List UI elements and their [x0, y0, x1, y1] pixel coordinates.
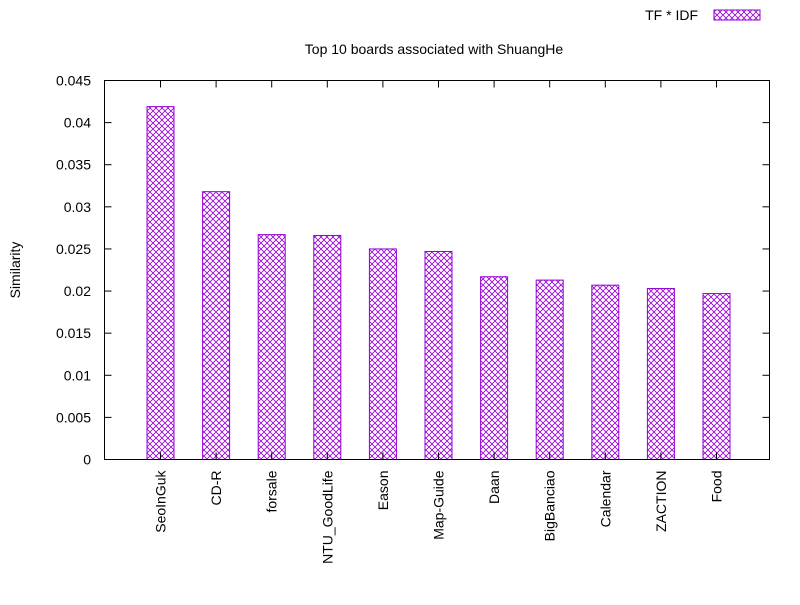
plot-frame: [104, 80, 770, 460]
x-tick-label: NTU_GoodLife: [319, 470, 335, 564]
x-tick-label: SeoInGuk: [153, 470, 169, 533]
y-tick-label: 0.03: [64, 199, 91, 215]
y-tick-label: 0.02: [64, 283, 91, 299]
bar: [313, 234, 342, 460]
bar: [146, 106, 175, 460]
y-tick-label: 0.045: [56, 73, 91, 89]
bars: [146, 106, 731, 461]
x-tick-label: Daan: [486, 471, 502, 504]
y-tick-label: 0.035: [56, 157, 91, 173]
y-tick-label: 0.005: [56, 409, 91, 425]
y-tick-label: 0.01: [64, 367, 91, 383]
bar: [368, 248, 397, 460]
x-tick-label: ZACTION: [653, 471, 669, 532]
x-tick-label: BigBanciao: [542, 470, 558, 541]
y-axis: 0 0.005 0.01 0.015 0.02 0.025 0.03 0.035 0.04 0.0…: [56, 73, 770, 468]
x-tick-label: Map-Guide: [431, 470, 447, 539]
legend-label: TF * IDF: [645, 7, 698, 23]
chart-title: Top 10 boards associated with ShuangHe: [305, 41, 564, 57]
x-tick-label: forsale: [264, 470, 280, 512]
bar: [424, 250, 453, 460]
x-tick-label: Food: [709, 471, 725, 503]
x-tick-label: Eason: [375, 471, 391, 511]
y-tick-label: 0.015: [56, 325, 91, 341]
x-axis: SeoInGuk CD-R forsale NTU_GoodLife Eason Map-…: [153, 80, 725, 564]
legend: TF * IDF: [645, 7, 761, 23]
x-tick-label: CD-R: [208, 471, 224, 506]
y-tick-label: 0: [83, 452, 91, 468]
bar: [702, 293, 731, 460]
y-tick-label: 0.04: [64, 115, 91, 131]
legend-swatch: [713, 9, 761, 21]
y-tick-label: 0.025: [56, 241, 91, 257]
bar: [646, 288, 675, 461]
bar: [535, 279, 564, 460]
bar: [202, 191, 231, 460]
x-tick-label: Calendar: [597, 470, 613, 527]
bar: [591, 284, 620, 460]
bar: [480, 276, 509, 460]
bar: [257, 234, 286, 460]
y-axis-label: Similarity: [7, 242, 23, 299]
